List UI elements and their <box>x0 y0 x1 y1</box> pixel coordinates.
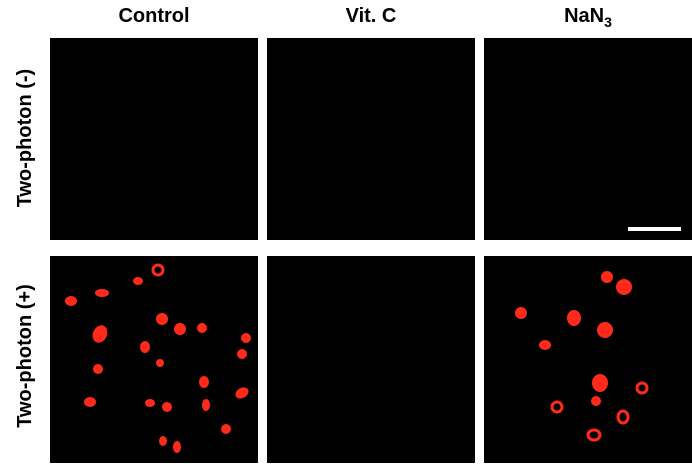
cell <box>616 279 632 295</box>
cell <box>237 349 247 359</box>
cell <box>145 399 155 407</box>
cell <box>592 374 608 392</box>
cell <box>635 381 649 395</box>
cell <box>133 277 143 285</box>
panel-nan3-on <box>484 256 692 463</box>
cell <box>197 323 207 333</box>
cell <box>173 441 181 453</box>
cell <box>601 271 613 283</box>
cell <box>92 325 108 343</box>
scale-bar <box>628 227 681 231</box>
cell <box>199 376 209 388</box>
cell <box>221 424 231 434</box>
cell <box>156 359 164 367</box>
cell <box>597 322 613 338</box>
column-label-nan3: NaN3 <box>484 2 692 30</box>
cell <box>140 341 150 353</box>
cell <box>515 307 527 319</box>
panel-nan3-off <box>484 38 692 240</box>
cell <box>550 400 564 414</box>
cell <box>84 397 96 407</box>
cell <box>567 310 581 326</box>
row-label-two-photon-on: Two-photon (+) <box>14 284 36 428</box>
control-cells <box>65 263 251 453</box>
cell <box>539 340 551 350</box>
cell <box>586 428 602 442</box>
column-label-control: Control <box>118 5 190 27</box>
nan3-subscript: 3 <box>604 14 612 30</box>
panel-vitc-off <box>267 38 475 240</box>
cell <box>162 402 172 412</box>
column-label-vitc: Vit. C <box>345 5 397 27</box>
cell <box>616 409 630 425</box>
panel-control-on <box>50 256 258 463</box>
panel-vitc-on <box>267 256 475 463</box>
row-label-two-photon-off: Two-photon (-) <box>14 68 36 208</box>
cell <box>591 396 601 406</box>
cell <box>202 399 210 411</box>
cell <box>65 296 77 306</box>
nan3-text: NaN <box>564 5 605 27</box>
cell <box>93 364 103 374</box>
cell <box>156 313 168 325</box>
cell <box>151 263 165 277</box>
panel-control-off <box>50 38 258 240</box>
cell <box>174 323 186 335</box>
cell <box>95 289 109 297</box>
cell <box>235 387 249 399</box>
nan3-cells <box>515 271 649 442</box>
cell <box>241 333 251 343</box>
cell <box>159 436 167 446</box>
